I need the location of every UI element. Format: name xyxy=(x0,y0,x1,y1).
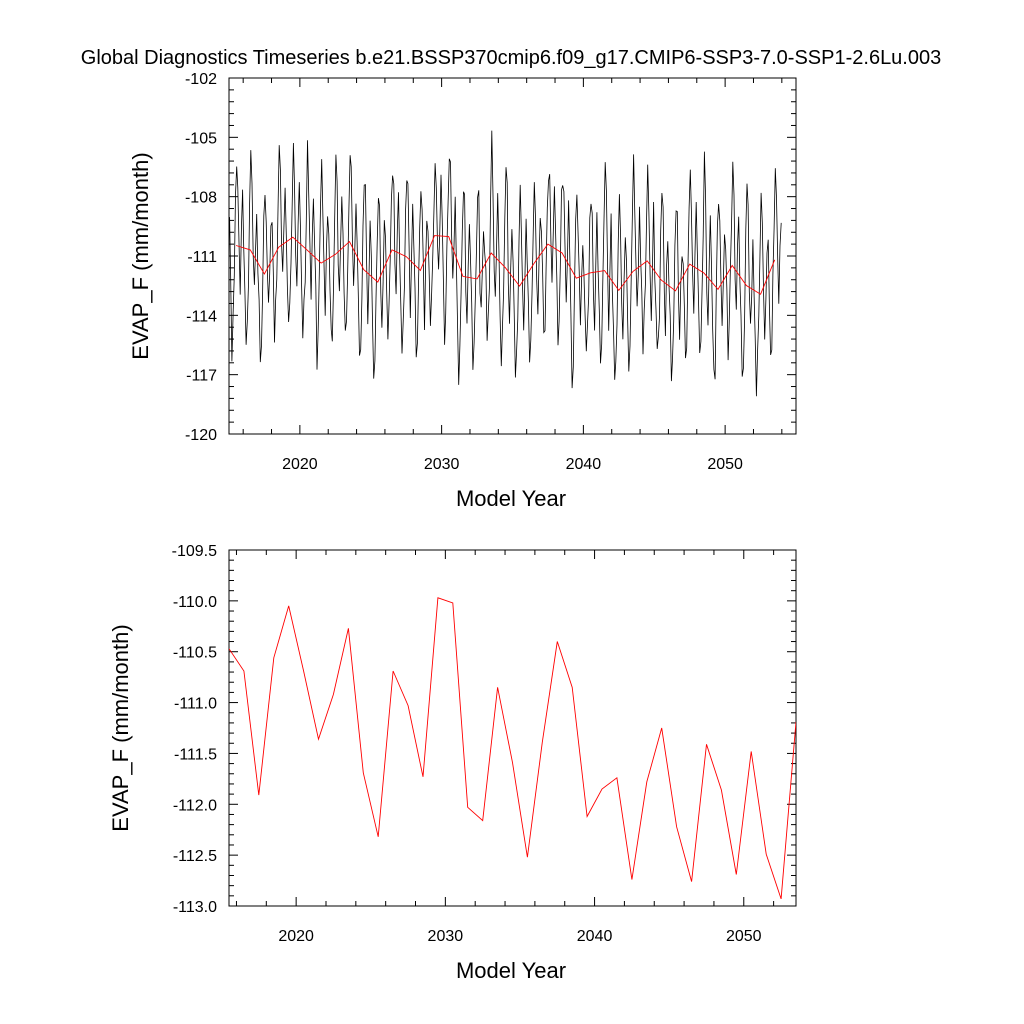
chart-title: Global Diagnostics Timeseries b.e21.BSSP… xyxy=(81,47,941,69)
top-x-tick-label: 2040 xyxy=(566,456,602,473)
bottom-x-tick-label: 2050 xyxy=(726,928,762,945)
bottom-y-axis-label: EVAP_F (mm/month) xyxy=(108,624,133,831)
bottom-y-tick-label: -110.5 xyxy=(173,645,217,662)
top-panel: Model Year EVAP_F (mm/month) -120 -117 -11… xyxy=(128,71,797,511)
top-y-tick-label: -114 xyxy=(186,308,217,325)
bottom-plot-frame xyxy=(228,549,797,907)
top-x-axis-label: Model Year xyxy=(456,486,566,511)
bottom-x-tick-label: 2040 xyxy=(577,928,613,945)
bottom-y-tick-label: -111.5 xyxy=(174,746,217,763)
bottom-panel: Model Year EVAP_F (mm/month) -113.0 -112.… xyxy=(108,543,797,983)
top-y-tick-label: -117 xyxy=(186,368,217,385)
bottom-y-tick-label: -111.0 xyxy=(174,696,217,713)
top-y-tick-label: -111 xyxy=(187,249,217,266)
top-y-axis-label: EVAP_F (mm/month) xyxy=(128,152,153,359)
bottom-axis-ticks xyxy=(229,549,796,907)
top-x-tick-label: 2030 xyxy=(424,456,460,473)
top-y-tick-label: -105 xyxy=(185,130,217,147)
top-series-monthly xyxy=(229,130,782,397)
bottom-y-tick-label: -113.0 xyxy=(173,899,217,916)
top-series-annual-mean xyxy=(235,235,776,295)
bottom-y-tick-label: -112.0 xyxy=(173,797,217,814)
top-x-tick-label: 2050 xyxy=(707,456,743,473)
bottom-x-axis-label: Model Year xyxy=(456,958,566,983)
top-y-tick-label: -102 xyxy=(185,71,217,88)
bottom-y-tick-label: -109.5 xyxy=(172,543,217,560)
top-y-tick-label: -108 xyxy=(185,190,217,207)
bottom-x-tick-label: 2020 xyxy=(278,928,314,945)
bottom-series-annual-mean xyxy=(229,597,796,900)
bottom-y-tick-label: -112.5 xyxy=(173,848,217,865)
bottom-y-tick-label: -110.0 xyxy=(173,594,217,611)
top-y-tick-label: -120 xyxy=(185,427,217,444)
top-axis-ticks xyxy=(229,77,796,435)
top-x-tick-label: 2020 xyxy=(282,456,318,473)
bottom-x-tick-label: 2030 xyxy=(428,928,464,945)
